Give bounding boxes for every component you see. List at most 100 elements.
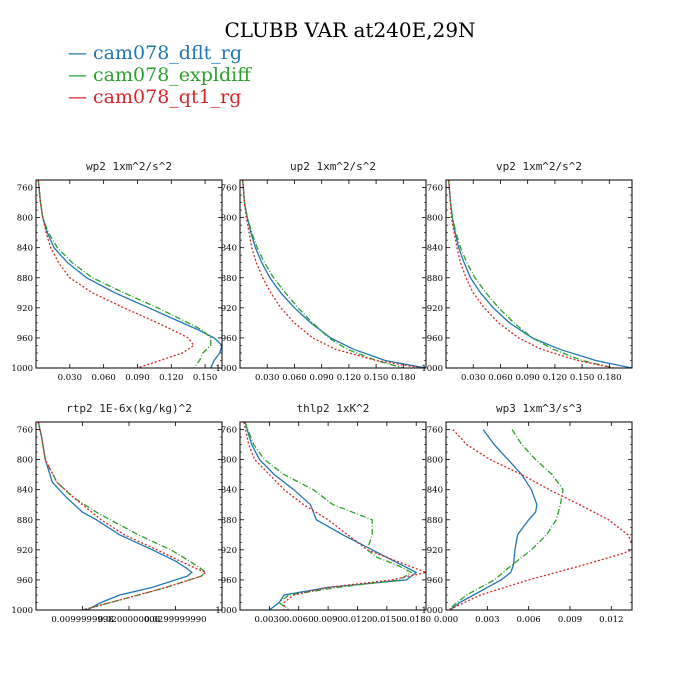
series-line-thlp2-3 (243, 422, 426, 610)
panel-frame-vp2 (445, 179, 633, 369)
series-line-up2-3 (242, 180, 422, 368)
y-tick-label-wp2-840: 840 (17, 244, 33, 254)
panel-title-vp2: vp2 1xm^2/s^2 (496, 160, 582, 173)
y-tick-label-up2-760: 760 (221, 184, 237, 194)
series-line-vp2-3 (448, 180, 615, 368)
y-tick-label-thlp2-1000: 1000 (215, 606, 237, 616)
panel-title-thlp2: thlp2 1xK^2 (297, 402, 370, 415)
x-tick-label-wp2-0: 0.030 (58, 373, 82, 383)
series-line-wp3-1 (449, 429, 538, 610)
y-tick-label-rtp2-760: 760 (17, 426, 33, 436)
y-tick-label-wp2-800: 800 (17, 214, 33, 224)
y-tick-label-thlp2-880: 880 (221, 516, 237, 526)
y-tick-label-wp3-960: 960 (427, 576, 443, 586)
x-tick-label-wp2-3: 0.120 (159, 373, 183, 383)
y-tick-label-vp2-840: 840 (427, 244, 443, 254)
x-tick-label-wp3-2: 0.006 (516, 615, 540, 625)
legend: — cam078_dflt_rg — cam078_expldiff — cam… (68, 42, 251, 108)
panel-title-rtp2: rtp2 1E-6x(kg/kg)^2 (66, 402, 192, 415)
series-line-wp2-2 (37, 180, 212, 368)
series-line-wp2-3 (37, 180, 195, 368)
x-tick-label-rtp2-1: 0.0200000000 (98, 615, 160, 625)
panel-frame-rtp2 (35, 421, 223, 611)
y-tick-label-thlp2-920: 920 (221, 546, 237, 556)
x-tick-label-wp3-4: 0.012 (599, 615, 623, 625)
legend-item-dflt: — cam078_dflt_rg (68, 42, 251, 64)
series-line-vp2-2 (448, 180, 615, 368)
y-tick-label-rtp2-1000: 1000 (11, 606, 33, 616)
x-tick-label-up2-4: 0.150 (364, 373, 388, 383)
y-tick-label-vp2-920: 920 (427, 304, 443, 314)
y-tick-label-wp2-880: 880 (17, 274, 33, 284)
panel-wp2: wp2 1xm^2/s^2 760 800 840 880 920 960 1000 0.030… (11, 160, 223, 383)
y-tick-label-wp3-800: 800 (427, 456, 443, 466)
y-tick-label-up2-800: 800 (221, 214, 237, 224)
legend-label-qt1: — cam078_qt1_rg (68, 86, 242, 108)
figure-title: CLUBB VAR at240E,29N (224, 18, 476, 42)
panel-wp3: wp3 1xm^3/s^3 760 800 840 880 920 960 10000.000… (421, 402, 633, 625)
x-tick-label-wp3-3: 0.009 (558, 615, 582, 625)
y-tick-label-wp2-920: 920 (17, 304, 33, 314)
x-tick-label-vp2-4: 0.150 (570, 373, 594, 383)
y-tick-label-wp2-1000: 1000 (11, 364, 33, 374)
x-tick-label-up2-2: 0.090 (309, 373, 333, 383)
legend-label-expldiff: — cam078_expldiff (68, 64, 251, 86)
y-tick-label-up2-880: 880 (221, 274, 237, 284)
panel-frame-up2 (239, 179, 427, 369)
series-line-wp3-3 (448, 429, 632, 610)
legend-item-qt1: — cam078_qt1_rg (68, 86, 251, 108)
x-tick-label-wp2-4: 0.150 (193, 373, 217, 383)
panel-title-wp2: wp2 1xm^2/s^2 (86, 160, 172, 173)
y-tick-label-rtp2-800: 800 (17, 456, 33, 466)
x-tick-label-up2-5: 0.180 (391, 373, 415, 383)
series-line-rtp2-3 (37, 422, 207, 610)
y-tick-label-wp3-1000: 1000 (421, 606, 443, 616)
series-line-thlp2-1 (244, 422, 418, 610)
y-tick-label-thlp2-960: 960 (221, 576, 237, 586)
x-tick-label-up2-0: 0.030 (255, 373, 279, 383)
y-tick-label-thlp2-760: 760 (221, 426, 237, 436)
y-tick-label-wp2-960: 960 (17, 334, 33, 344)
series-line-wp2-1 (37, 180, 222, 368)
y-tick-label-wp3-840: 840 (427, 486, 443, 496)
y-tick-label-vp2-880: 880 (427, 274, 443, 284)
x-tick-label-thlp2-2: 0.0090 (313, 615, 343, 625)
y-tick-label-wp3-760: 760 (427, 426, 443, 436)
y-tick-label-thlp2-840: 840 (221, 486, 237, 496)
series-line-up2-2 (242, 180, 404, 368)
panel-up2: up2 1xm^2/s^2 760 800 840 880 920 960 1000 0.030… (215, 160, 427, 383)
x-tick-label-thlp2-3: 0.0120 (343, 615, 373, 625)
y-tick-label-rtp2-840: 840 (17, 486, 33, 496)
x-tick-label-up2-3: 0.120 (337, 373, 361, 383)
x-tick-label-vp2-0: 0.030 (461, 373, 485, 383)
series-line-wp3-2 (448, 429, 564, 610)
y-tick-label-up2-960: 960 (221, 334, 237, 344)
y-tick-label-vp2-1000: 1000 (421, 364, 443, 374)
y-tick-label-up2-920: 920 (221, 304, 237, 314)
y-tick-label-vp2-960: 960 (427, 334, 443, 344)
x-tick-label-vp2-1: 0.060 (488, 373, 512, 383)
x-tick-label-thlp2-0: 0.0030 (254, 615, 284, 625)
series-line-thlp2-2 (244, 422, 413, 610)
y-tick-label-vp2-760: 760 (427, 184, 443, 194)
x-tick-label-thlp2-1: 0.0060 (284, 615, 314, 625)
legend-item-expldiff: — cam078_expldiff (68, 64, 251, 86)
panel-frame-wp3 (445, 421, 633, 611)
panel-title-wp3: wp3 1xm^3/s^3 (496, 402, 582, 415)
y-tick-label-thlp2-800: 800 (221, 456, 237, 466)
x-tick-label-thlp2-4: 0.0150 (372, 615, 402, 625)
y-tick-label-rtp2-960: 960 (17, 576, 33, 586)
series-line-up2-1 (242, 180, 426, 368)
legend-label-dflt: — cam078_dflt_rg (68, 42, 243, 64)
x-tick-label-up2-1: 0.060 (282, 373, 306, 383)
x-tick-label-vp2-3: 0.120 (543, 373, 567, 383)
panel-rtp2: rtp2 1E-6x(kg/kg)^2 760 800 840 880 920 960 100… (11, 402, 223, 625)
y-tick-label-rtp2-880: 880 (17, 516, 33, 526)
x-tick-label-vp2-2: 0.090 (515, 373, 539, 383)
panel-vp2: vp2 1xm^2/s^2 760 800 840 880 920 960 1000 0.030… (421, 160, 633, 383)
x-tick-label-rtp2-2: 0.0299999990 (144, 615, 206, 625)
panel-title-up2: up2 1xm^2/s^2 (290, 160, 376, 173)
y-tick-label-vp2-800: 800 (427, 214, 443, 224)
